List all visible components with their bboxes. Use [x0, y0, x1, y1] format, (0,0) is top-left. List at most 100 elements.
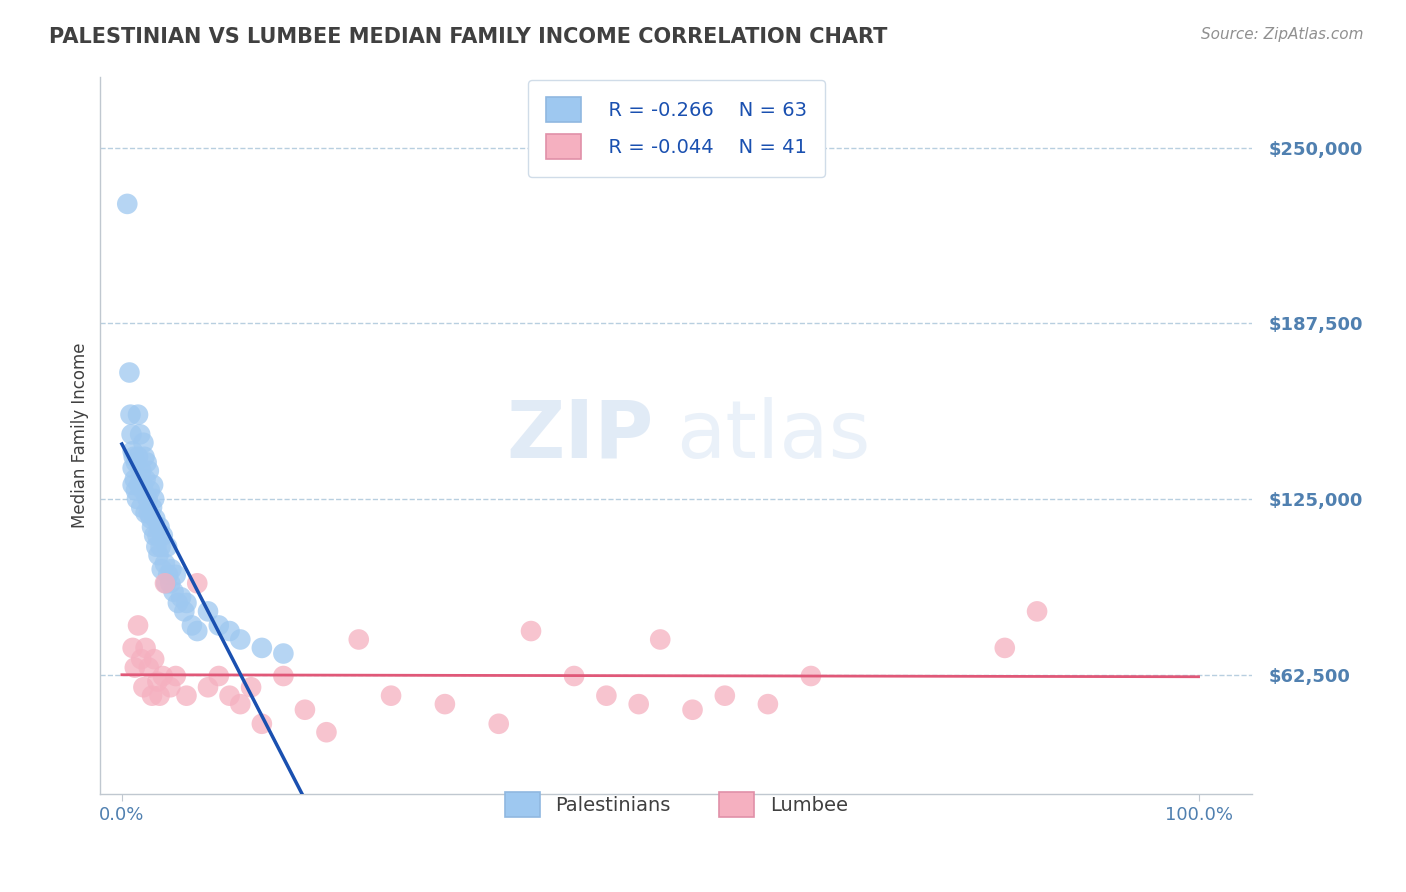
Point [294, 703, 316, 717]
Point [131, 478, 153, 492]
Point [240, 680, 263, 694]
Y-axis label: Median Family Income: Median Family Income [72, 343, 89, 528]
Point [218, 689, 240, 703]
Point [159, 680, 181, 694]
Point [142, 478, 165, 492]
Point [186, 576, 208, 591]
Point [148, 548, 170, 562]
Point [138, 464, 160, 478]
Point [128, 478, 150, 492]
Point [129, 464, 152, 478]
Point [120, 408, 142, 422]
Point [273, 647, 295, 661]
Point [229, 697, 252, 711]
Point [1026, 604, 1049, 618]
Point [627, 697, 650, 711]
Point [143, 652, 166, 666]
Text: ZIP: ZIP [506, 397, 654, 475]
Point [595, 689, 617, 703]
Point [160, 562, 183, 576]
Point [165, 669, 187, 683]
Point [129, 652, 152, 666]
Point [170, 591, 193, 605]
Point [229, 632, 252, 647]
Point [135, 472, 157, 486]
Point [155, 576, 177, 591]
Point [167, 596, 190, 610]
Point [132, 680, 155, 694]
Point [186, 624, 208, 638]
Point [132, 435, 155, 450]
Point [148, 520, 170, 534]
Point [756, 697, 779, 711]
Point [143, 491, 166, 506]
Point [141, 500, 163, 515]
Point [149, 540, 172, 554]
Point [197, 680, 219, 694]
Point [121, 427, 143, 442]
Point [145, 540, 167, 554]
Text: Source: ZipAtlas.com: Source: ZipAtlas.com [1201, 27, 1364, 42]
Point [121, 444, 143, 458]
Point [159, 576, 181, 591]
Point [994, 640, 1017, 655]
Point [121, 478, 143, 492]
Point [132, 483, 155, 498]
Point [125, 491, 148, 506]
Point [176, 689, 198, 703]
Point [122, 450, 145, 464]
Point [121, 640, 143, 655]
Point [562, 669, 585, 683]
Point [127, 618, 149, 632]
Point [118, 366, 141, 380]
Point [165, 567, 187, 582]
Point [315, 725, 337, 739]
Point [433, 697, 456, 711]
Point [520, 624, 543, 638]
Point [150, 562, 173, 576]
Point [208, 669, 231, 683]
Point [250, 640, 273, 655]
Point [488, 716, 510, 731]
Point [146, 674, 169, 689]
Point [682, 703, 704, 717]
Point [148, 689, 170, 703]
Point [141, 689, 163, 703]
Point [139, 483, 162, 498]
Point [250, 716, 273, 731]
Point [650, 632, 672, 647]
Point [173, 604, 195, 618]
Point [143, 528, 166, 542]
Point [125, 455, 148, 469]
Point [153, 576, 176, 591]
Point [127, 450, 149, 464]
Point [129, 427, 152, 442]
Point [127, 408, 149, 422]
Point [143, 511, 166, 525]
Text: atlas: atlas [676, 397, 870, 475]
Point [714, 689, 737, 703]
Point [153, 557, 176, 571]
Legend: Palestinians, Lumbee: Palestinians, Lumbee [488, 774, 866, 835]
Point [197, 604, 219, 618]
Point [139, 511, 162, 525]
Point [156, 540, 179, 554]
Point [152, 528, 174, 542]
Point [162, 584, 184, 599]
Text: PALESTINIAN VS LUMBEE MEDIAN FAMILY INCOME CORRELATION CHART: PALESTINIAN VS LUMBEE MEDIAN FAMILY INCO… [49, 27, 887, 46]
Point [218, 624, 240, 638]
Point [380, 689, 402, 703]
Point [121, 461, 143, 475]
Point [135, 455, 157, 469]
Point [124, 660, 146, 674]
Point [134, 450, 156, 464]
Point [138, 506, 160, 520]
Point [208, 618, 231, 632]
Point [124, 472, 146, 486]
Point [125, 483, 148, 498]
Point [152, 669, 174, 683]
Point [135, 506, 157, 520]
Point [176, 596, 198, 610]
Point [180, 618, 202, 632]
Point [135, 640, 157, 655]
